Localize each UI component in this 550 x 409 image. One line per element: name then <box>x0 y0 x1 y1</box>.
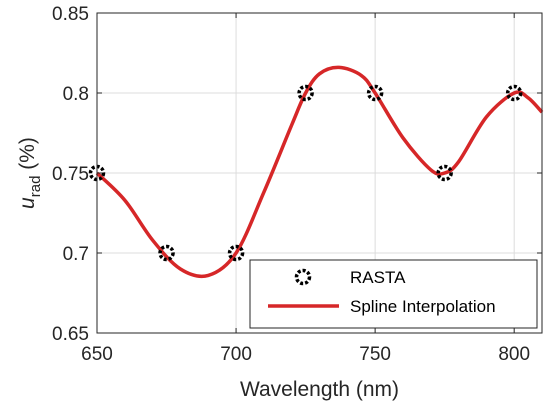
rasta-marker <box>158 244 175 262</box>
legend: RASTA Spline Interpolation <box>249 259 538 329</box>
x-tick-label: 700 <box>220 344 252 365</box>
y-tick-label: 0.7 <box>63 244 89 265</box>
ticks: 650 700 750 800 0.65 0.7 0.75 0.8 0.85 <box>52 4 542 365</box>
x-axis-title: Wavelength (nm) <box>240 378 399 401</box>
rasta-marker <box>297 84 314 102</box>
x-tick-label: 750 <box>359 344 391 365</box>
y-tick-label: 0.85 <box>52 4 89 25</box>
y-tick-label: 0.8 <box>63 84 89 105</box>
legend-label-spline: Spline Interpolation <box>350 297 496 316</box>
y-tick-label: 0.75 <box>52 164 89 185</box>
legend-marker-rasta <box>294 268 312 286</box>
x-tick-label: 650 <box>81 344 113 365</box>
legend-label-rasta: RASTA <box>350 268 406 287</box>
x-tick-label: 800 <box>498 344 530 365</box>
rasta-marker <box>88 164 106 182</box>
y-axis-title: urad (%) <box>16 137 44 209</box>
rasta-marker <box>505 84 523 102</box>
y-tick-label: 0.65 <box>52 324 89 345</box>
spline-line <box>95 65 544 279</box>
plot-area <box>88 65 544 279</box>
rasta-marker <box>227 244 245 262</box>
rasta-marker <box>366 84 384 102</box>
rasta-marker <box>436 164 453 182</box>
